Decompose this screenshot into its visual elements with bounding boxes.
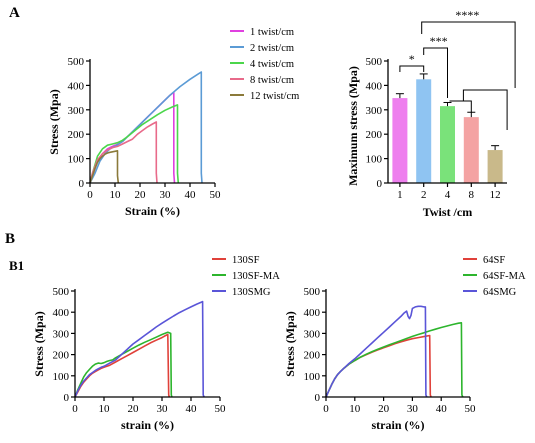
panel-label-a: A: [9, 5, 20, 21]
a2-sig-bracket-0: [399, 65, 425, 72]
b2-x-axis-label: strain (%): [372, 418, 425, 432]
a2-x-tick-label-4: 12: [490, 189, 501, 201]
a2-bar-3: [463, 117, 479, 183]
a1-x-tick-label-0: 0: [87, 189, 93, 201]
a1-y-tick-label-3: 300: [68, 105, 85, 117]
a2-y-axis-label: Maximum stress (Mpa): [346, 66, 360, 186]
b2-y-tick-label-2: 200: [304, 350, 321, 362]
a1-legend-label-4: 12 twist/cm: [250, 91, 299, 102]
a1-legend-label-1: 2 twist/cm: [250, 43, 294, 54]
a1-y-tick-label-0: 0: [79, 178, 85, 190]
b2-x-tick-label-3: 30: [407, 403, 419, 415]
a1-x-tick-label-1: 10: [110, 189, 122, 201]
a2-y-tick-label-5: 500: [366, 56, 383, 68]
a1-y-tick-label-1: 100: [68, 154, 85, 166]
a2-bar-1: [416, 79, 432, 183]
b1-legend-label-2: 130SMG: [232, 287, 271, 298]
b2-x-tick-label-1: 10: [349, 403, 361, 415]
b1-x-tick-label-3: 30: [157, 403, 169, 415]
a1-x-tick-label-5: 50: [210, 189, 222, 201]
a2-sig-bracket-1: [423, 47, 448, 98]
a2-sig-label-0: *: [409, 52, 415, 66]
b2-y-tick-label-3: 300: [304, 328, 321, 340]
b2-legend-label-2: 64SMG: [483, 287, 517, 298]
a1-legend-label-3: 8 twist/cm: [250, 75, 294, 86]
b2-x-tick-label-5: 50: [465, 403, 477, 415]
b1-x-tick-label-1: 10: [99, 403, 111, 415]
b1-x-tick-label-5: 50: [215, 403, 227, 415]
a1-legend-label-0: 1 twist/cm: [250, 27, 294, 38]
a2-y-tick-label-2: 200: [366, 129, 383, 141]
b1-x-axis-label: strain (%): [121, 418, 174, 432]
b1-y-axis-label: Stress (Mpa): [32, 311, 46, 376]
a1-series-line-3: [89, 121, 158, 184]
b1-series-line-2: [74, 300, 205, 398]
b1-x-tick-label-2: 20: [128, 403, 140, 415]
b1-legend-label-1: 130SF-MA: [232, 271, 280, 282]
a2-x-tick-label-3: 8: [469, 189, 475, 201]
a2-x-axis-label: Twist /cm: [423, 205, 472, 219]
a1-y-tick-label-5: 500: [68, 56, 85, 68]
a1-series-line-4: [89, 150, 120, 184]
b2-series-line-1: [325, 322, 464, 398]
a2-sig-bracket-2: [421, 21, 516, 88]
b1-y-tick-label-0: 0: [64, 392, 70, 404]
b2-legend-label-0: 64SF: [483, 255, 505, 266]
a2-y-tick-label-4: 400: [366, 80, 383, 92]
a1-y-tick-label-2: 200: [68, 129, 85, 141]
b1-y-tick-label-4: 400: [53, 307, 70, 319]
b1-y-tick-label-5: 500: [53, 286, 70, 298]
b1-x-tick-label-0: 0: [72, 403, 78, 415]
b2-series-line-2: [325, 305, 428, 398]
b1-x-tick-label-4: 40: [186, 403, 198, 415]
a1-x-axis-label: Strain (%): [125, 204, 180, 218]
b1-y-tick-label-1: 100: [53, 371, 70, 383]
a2-sig-label-1: ***: [430, 34, 448, 48]
b1-series-line-1: [74, 331, 173, 398]
b2-y-tick-label-4: 400: [304, 307, 321, 319]
a2-sig-label-2: ****: [455, 8, 479, 22]
b2-x-tick-label-0: 0: [323, 403, 329, 415]
b1-legend-label-0: 130SF: [232, 255, 260, 266]
a1-x-tick-label-3: 30: [160, 189, 172, 201]
a2-bar-2: [440, 106, 455, 183]
a2-x-tick-label-0: 1: [397, 189, 403, 201]
a1-x-tick-label-4: 40: [185, 189, 197, 201]
a2-bar-0: [392, 98, 408, 183]
a1-series-line-2: [89, 104, 180, 184]
b2-y-tick-label-0: 0: [315, 392, 321, 404]
a2-y-tick-label-1: 100: [366, 154, 383, 166]
b2-y-tick-label-5: 500: [304, 286, 321, 298]
a1-legend-label-2: 4 twist/cm: [250, 59, 294, 70]
a2-y-tick-label-0: 0: [377, 178, 383, 190]
a2-x-tick-label-2: 4: [445, 189, 451, 201]
b1-y-tick-label-3: 300: [53, 328, 70, 340]
a1-y-axis-label: Stress (Mpa): [47, 89, 61, 154]
a1-y-tick-label-4: 400: [68, 80, 85, 92]
a2-y-tick-label-3: 300: [366, 105, 383, 117]
a1-x-tick-label-2: 20: [135, 189, 147, 201]
b2-legend-label-1: 64SF-MA: [483, 271, 526, 282]
b1-series-line-0: [74, 333, 171, 398]
a2-sig-bracket-group: [449, 89, 508, 130]
b1-y-tick-label-2: 200: [53, 350, 70, 362]
b2-y-axis-label: Stress (Mpa): [283, 311, 297, 376]
b2-series-line-0: [325, 334, 432, 398]
b2-x-tick-label-2: 20: [378, 403, 390, 415]
a2-bar-4: [487, 150, 503, 183]
b2-x-tick-label-4: 40: [436, 403, 448, 415]
panel-label-b1: B1: [9, 258, 25, 273]
a1-series-line-0: [89, 91, 176, 184]
panel-label-b: B: [5, 231, 16, 247]
b2-y-tick-label-1: 100: [304, 371, 321, 383]
a2-x-tick-label-1: 2: [421, 189, 427, 201]
